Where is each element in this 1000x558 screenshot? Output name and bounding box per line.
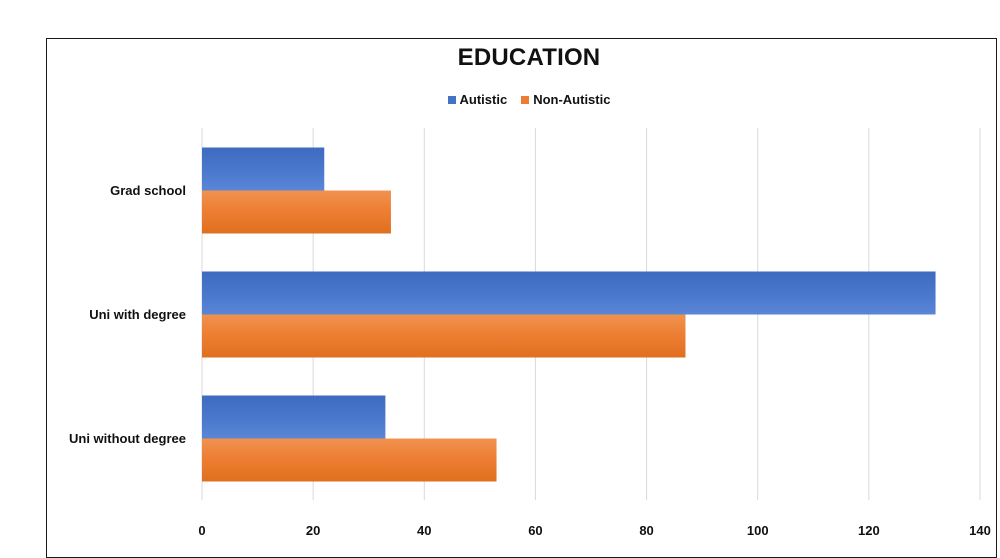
bar-grad-school-non-autistic — [202, 190, 391, 234]
x-tick-label-80: 80 — [639, 523, 653, 538]
category-label-grad-school: Grad school — [110, 183, 186, 198]
legend-item-autistic: Autistic — [447, 92, 508, 107]
legend-label-non-autistic: Non-Autistic — [533, 92, 611, 107]
category-labels: Grad school Uni with degree Uni without de… — [69, 183, 186, 446]
category-label-uni-with-degree: Uni with degree — [89, 307, 186, 322]
bar-uni-without-degree-non-autistic — [202, 438, 497, 482]
legend-swatch-autistic — [447, 95, 456, 104]
x-tick-label-120: 120 — [858, 523, 880, 538]
legend-label-autistic: Autistic — [459, 92, 508, 107]
category-label-uni-without-degree: Uni without degree — [69, 431, 186, 446]
legend-item-non-autistic: Non-Autistic — [521, 92, 610, 107]
bar-uni-with-degree-autistic — [202, 271, 936, 315]
chart-title: EDUCATION — [457, 44, 601, 71]
bar-grad-school-autistic — [202, 147, 325, 191]
bar-uni-without-degree-autistic — [202, 395, 386, 439]
x-tick-label-0: 0 — [198, 523, 205, 538]
x-tick-label-40: 40 — [417, 523, 431, 538]
bars — [202, 147, 936, 482]
legend: Autistic Non-Autistic — [0, 92, 1000, 107]
x-tick-label-140: 140 — [969, 523, 991, 538]
x-tick-label-100: 100 — [747, 523, 769, 538]
x-tick-label-60: 60 — [528, 523, 542, 538]
x-axis-ticks: 0 20 40 60 80 100 120 140 — [198, 523, 990, 538]
bar-uni-with-degree-non-autistic — [202, 314, 686, 358]
x-tick-label-20: 20 — [306, 523, 320, 538]
legend-swatch-non-autistic — [521, 95, 530, 104]
